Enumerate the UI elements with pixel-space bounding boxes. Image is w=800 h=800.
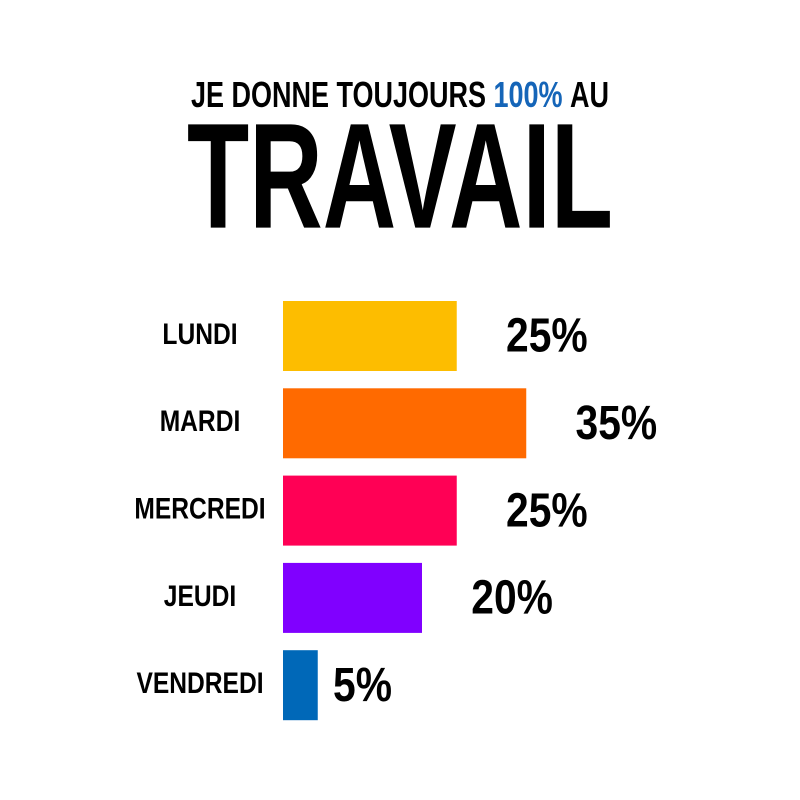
value-label: 5%: [333, 659, 392, 712]
value-label: 35%: [576, 397, 658, 450]
bar: [283, 475, 457, 546]
category-label: JEUDI: [164, 578, 236, 612]
category-label: MERCREDI: [134, 491, 265, 525]
category-label: MARDI: [160, 404, 241, 438]
category-label: LUNDI: [162, 317, 237, 351]
bar: [283, 388, 527, 459]
title-highlight: 100%: [493, 74, 562, 115]
value-label: 25%: [506, 310, 588, 363]
chart-subtitle: TRAVAIL: [187, 92, 613, 260]
title-end: AU: [570, 74, 609, 115]
title-start: JE DONNE TOUJOURS: [191, 74, 486, 115]
chart-title: JE DONNE TOUJOURS100%AU: [191, 74, 609, 115]
value-label: 20%: [471, 572, 553, 625]
bar: [283, 562, 422, 633]
bar: [283, 650, 318, 721]
value-label: 25%: [506, 484, 588, 537]
category-label: VENDREDI: [136, 666, 263, 700]
bar: [283, 301, 457, 371]
